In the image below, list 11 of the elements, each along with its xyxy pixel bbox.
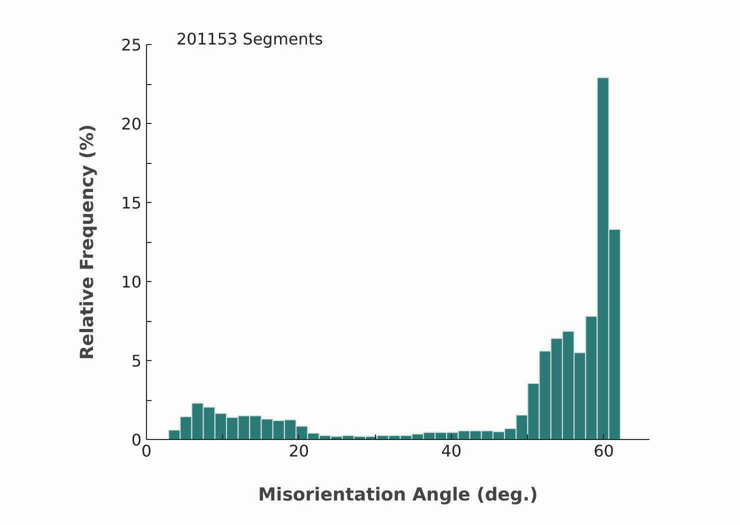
y-tick-label: 20: [121, 114, 142, 134]
y-tick-label: 15: [121, 194, 142, 212]
y-axis-title: Relative Frequency (%): [77, 124, 98, 360]
x-tick-label: 60: [594, 442, 614, 460]
x-tick-label: 20: [288, 442, 310, 460]
x-axis-title: Misorientation Angle (deg.): [258, 484, 538, 506]
y-tick-label: 5: [131, 352, 142, 370]
x-tick-label: 40: [441, 442, 462, 460]
annotation: 201153 Segments: [176, 30, 323, 48]
y-tick-label: 25: [121, 36, 142, 54]
y-tick-label: 10: [121, 272, 142, 292]
